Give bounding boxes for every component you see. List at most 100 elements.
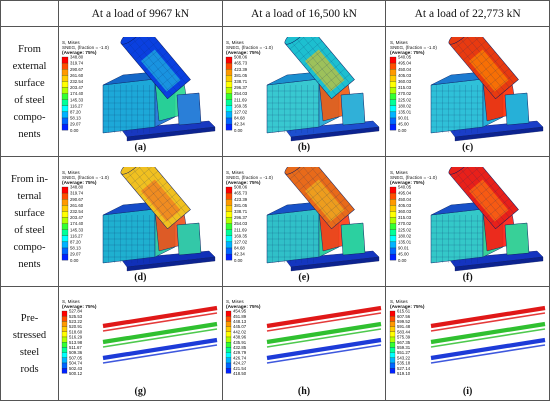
- legend-swatch: [62, 331, 68, 338]
- legend-value: 254.03: [234, 91, 248, 96]
- legend-value: 203.47: [70, 85, 84, 90]
- row-label-line: stressed: [12, 329, 47, 341]
- legend-value: 495.04: [398, 191, 412, 196]
- legend-average: (Average: 75%): [390, 180, 425, 186]
- mesh-line: [485, 198, 509, 218]
- mesh-line: [294, 37, 341, 92]
- legend-value: 465.73: [234, 61, 248, 66]
- prestressed-rod-thin: [430, 328, 545, 348]
- legend-average: (Average: 75%): [62, 50, 97, 56]
- mesh-line: [298, 170, 323, 191]
- legend-swatch: [389, 75, 396, 82]
- legend-swatch: [225, 321, 232, 327]
- mesh-line: [126, 167, 150, 180]
- legend-title: S, Mises: [226, 40, 244, 45]
- legend-value: 450.04: [398, 197, 412, 202]
- legend-swatch: [389, 362, 395, 369]
- legend-swatch: [389, 93, 396, 100]
- mesh-line: [462, 37, 510, 88]
- mesh-line: [163, 203, 187, 224]
- mesh-line: [135, 37, 182, 88]
- legend-swatch: [225, 205, 233, 212]
- legend-swatch: [225, 326, 232, 332]
- legend-swatch: [389, 241, 396, 249]
- mesh-line: [308, 51, 332, 72]
- subfigure-label-f: (f): [462, 272, 473, 283]
- header-row: At a load of 9967 kN At a load of 16,500…: [0, 0, 550, 27]
- legend-swatch: [225, 123, 233, 131]
- legend-average: (Average: 75%): [226, 50, 261, 56]
- legend-swatch: [225, 352, 232, 358]
- legend-swatch: [389, 321, 395, 327]
- mesh-line: [467, 46, 491, 66]
- legend-swatch: [225, 69, 233, 76]
- vertical-plate: [340, 222, 366, 256]
- prestressed-rod: [103, 321, 218, 345]
- legend-title: S, Mises: [390, 170, 408, 175]
- legend-swatch: [62, 326, 68, 332]
- inclined-tube: [448, 37, 519, 100]
- mesh-line: [130, 167, 154, 185]
- legend-value: 442.02: [233, 329, 247, 334]
- prestressed-rod: [266, 305, 382, 329]
- vertical-plate: [504, 92, 529, 126]
- legend-title: S, Mises: [226, 299, 244, 304]
- mesh-line: [453, 39, 500, 96]
- mesh-line: [139, 37, 187, 84]
- legend-value: 426.74: [233, 355, 247, 360]
- subfigure-label-e: (e): [298, 272, 310, 283]
- legend-value: 90.01: [398, 116, 409, 121]
- legend-swatch: [225, 316, 232, 322]
- legend-value: 180.02: [398, 233, 412, 238]
- tube-end-cap: [120, 167, 146, 175]
- legend-value: 84.68: [234, 116, 245, 121]
- legend-value: 348.80: [70, 185, 84, 190]
- legend-swatch: [389, 117, 396, 125]
- legend-value: 495.04: [398, 61, 412, 66]
- legend-value: 135.01: [398, 110, 412, 115]
- mesh-line: [158, 198, 182, 218]
- legend-value: 29.07: [70, 252, 81, 257]
- mesh-line: [303, 167, 350, 214]
- legend-average: (Average: 75%): [390, 304, 425, 310]
- mesh-line: [298, 40, 323, 61]
- mesh-line: [303, 176, 327, 196]
- legend-value: 319.74: [70, 61, 84, 66]
- legend-swatch: [389, 352, 395, 358]
- prestressed-rod-thin: [430, 312, 545, 332]
- legend-value: 525.53: [69, 314, 83, 319]
- legend-swatch: [62, 211, 69, 218]
- legend-swatch: [389, 368, 395, 374]
- legend-swatch: [225, 75, 233, 82]
- box-front-face: [103, 208, 156, 264]
- legend-subtitle: SNEG, (fraction = -1.0): [226, 175, 273, 180]
- legend-value: 567.35: [397, 340, 411, 345]
- legend-swatch: [225, 81, 233, 88]
- legend-swatch: [62, 111, 69, 119]
- legend-swatch: [62, 75, 69, 82]
- legend-value: 454.95: [233, 309, 247, 314]
- legend-swatch: [62, 93, 69, 100]
- subfigure-label-h: (h): [297, 386, 311, 397]
- legend-value: 0.00: [70, 128, 79, 133]
- legend-swatch: [389, 123, 396, 131]
- corner-cell: [0, 0, 59, 27]
- legend-swatch: [225, 217, 233, 224]
- legend-value: 421.54: [233, 366, 247, 371]
- row-label-rods: Pre- stressed steel rods: [0, 286, 59, 401]
- legend-swatch: [225, 342, 232, 348]
- legend-value: 502.43: [69, 366, 83, 371]
- legend-swatch: [389, 69, 396, 76]
- legend-value: 516.29: [69, 335, 83, 340]
- box-front-face: [430, 208, 483, 264]
- legend-value: 338.71: [234, 209, 248, 214]
- legend-value: 127.02: [234, 110, 248, 115]
- column-header-3: At a load of 22,773 kN: [385, 0, 550, 27]
- legend-swatch: [62, 347, 68, 353]
- mesh-line: [467, 37, 514, 84]
- legend-value: 211.69: [234, 227, 247, 232]
- legend-value: 583.44: [397, 329, 411, 334]
- legend-title: S, Mises: [390, 299, 408, 304]
- legend-swatch: [389, 217, 396, 224]
- subfigure-label-d: (d): [134, 272, 147, 283]
